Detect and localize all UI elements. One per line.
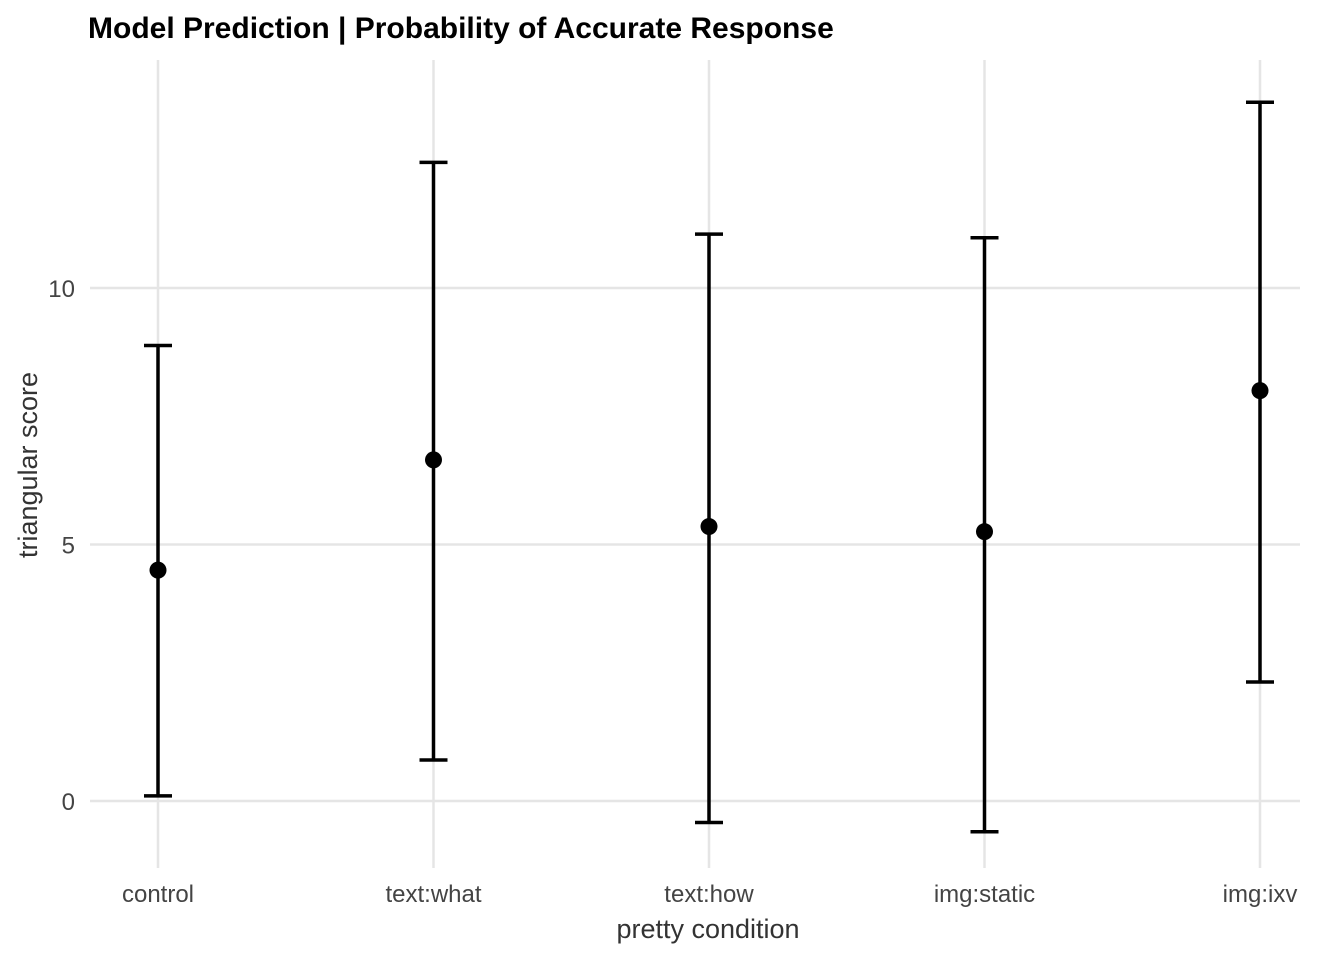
y-axis-ticks: 0 5 10	[48, 276, 75, 816]
estimate-point	[425, 451, 442, 469]
estimate-point	[700, 518, 718, 536]
grid-layer	[90, 60, 1300, 868]
estimate-point	[976, 523, 993, 541]
y-tick-label: 5	[62, 533, 75, 560]
errorbar-group	[419, 160, 448, 762]
errorbar-group	[1246, 100, 1274, 684]
x-tick-label: control	[122, 881, 194, 908]
y-axis-title: triangular score	[13, 372, 43, 558]
y-tick-label: 10	[48, 276, 75, 303]
x-tick-label: text:what	[385, 881, 481, 908]
y-tick-label: 0	[62, 789, 75, 816]
x-axis-ticks: control text:what text:how img:static img:ix…	[122, 881, 1297, 908]
x-tick-label: text:how	[664, 881, 754, 908]
errorbar-group	[695, 232, 723, 825]
series-layer	[144, 100, 1274, 834]
x-axis-title: pretty condition	[616, 914, 799, 944]
x-tick-label: img:ixv	[1223, 881, 1298, 908]
chart-title: Model Prediction | Probability of Accura…	[88, 12, 834, 45]
x-tick-label: img:static	[934, 881, 1035, 908]
estimate-point	[1251, 382, 1269, 400]
errorbar-group	[144, 343, 172, 798]
errorbar-group	[970, 235, 999, 834]
estimate-point	[149, 561, 167, 579]
